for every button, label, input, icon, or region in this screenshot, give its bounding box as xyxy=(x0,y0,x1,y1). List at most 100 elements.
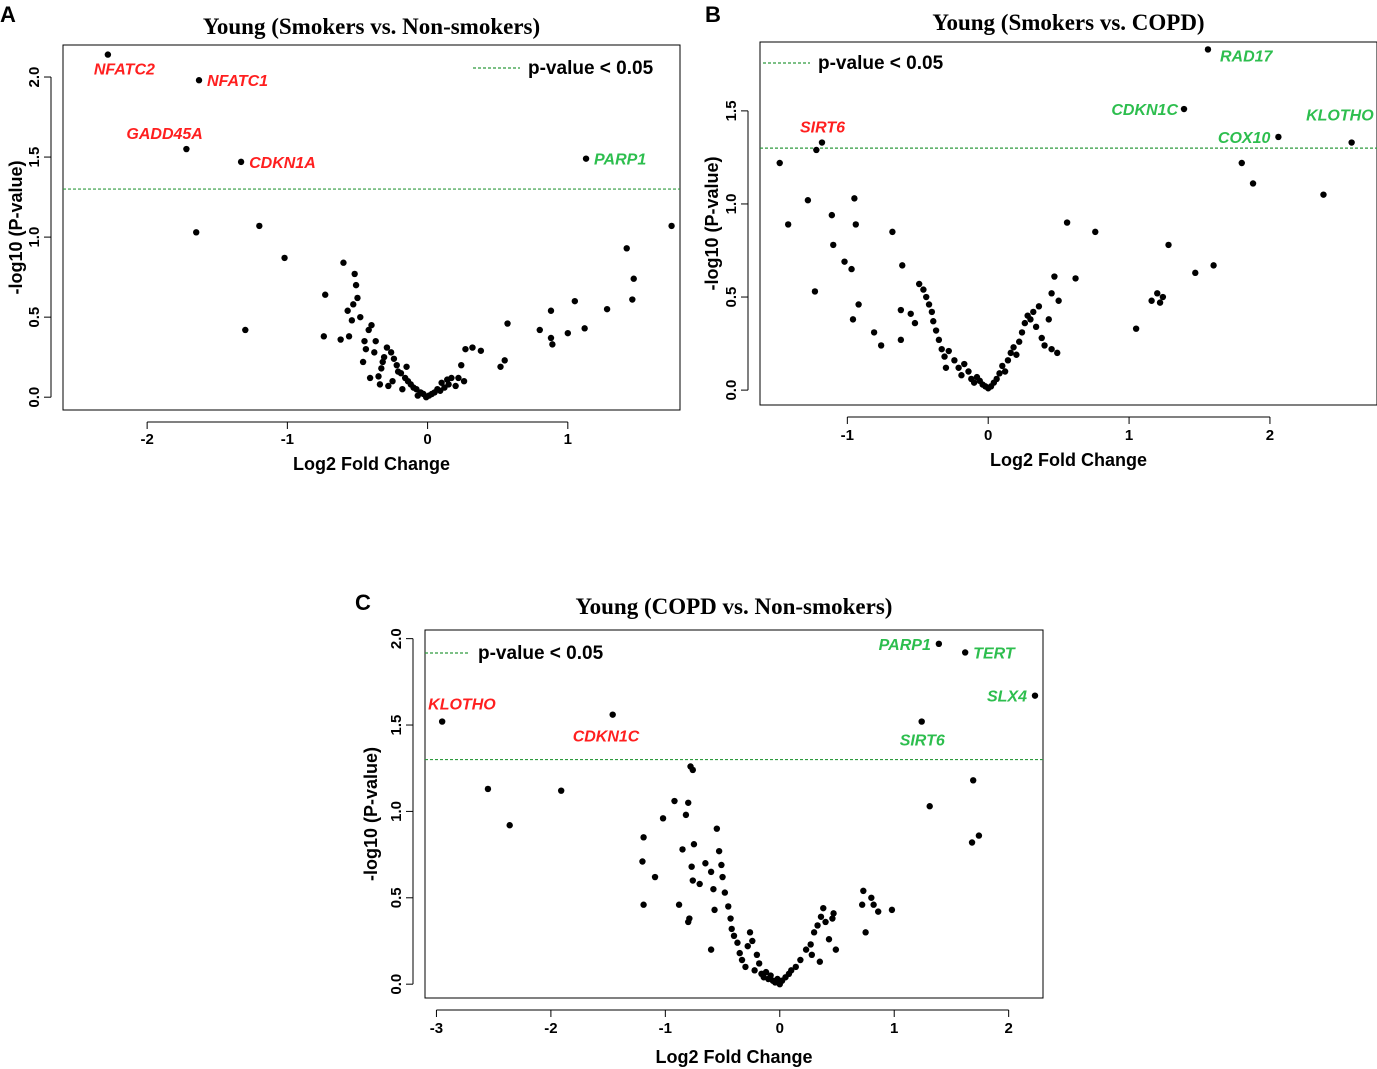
gene-label: GADD45A xyxy=(126,126,202,143)
data-point xyxy=(811,288,819,295)
y-axis-label: -log10 (P-value) xyxy=(702,156,722,290)
data-point xyxy=(1275,133,1282,141)
data-point xyxy=(350,301,357,308)
data-point xyxy=(557,787,565,794)
data-point xyxy=(603,305,611,313)
data-point xyxy=(497,363,504,370)
x-tick-label: -2 xyxy=(544,1020,557,1037)
data-point xyxy=(193,229,200,236)
data-point xyxy=(727,915,734,922)
data-point xyxy=(389,377,396,385)
gene-label: PARP1 xyxy=(879,637,931,654)
y-tick-label: 1.0 xyxy=(388,801,405,822)
data-point xyxy=(820,904,827,912)
data-point xyxy=(955,364,962,371)
x-tick-label: 1 xyxy=(890,1020,898,1037)
data-point xyxy=(993,375,1000,383)
x-axis-label: Log2 Fold Change xyxy=(293,454,450,474)
data-point xyxy=(547,307,555,314)
x-tick-label: 1 xyxy=(1125,427,1133,444)
plot-title: Young (COPD vs. Non-smokers) xyxy=(576,594,893,619)
data-point xyxy=(1038,334,1045,342)
x-tick-label: -1 xyxy=(281,431,294,448)
data-point xyxy=(832,946,840,953)
data-point xyxy=(685,918,692,926)
legend-label: p-value < 0.05 xyxy=(818,53,944,74)
gene-label: SIRT6 xyxy=(900,733,945,750)
x-tick-label: -1 xyxy=(841,427,854,444)
y-axis-label: -log10 (P-value) xyxy=(6,160,26,294)
y-tick-label: 0.0 xyxy=(26,387,43,408)
data-point xyxy=(651,873,659,881)
data-point xyxy=(711,906,718,914)
data-point xyxy=(718,861,725,869)
data-point xyxy=(501,357,508,364)
gene-label: KLOTHO xyxy=(428,697,496,714)
data-point xyxy=(961,360,968,368)
data-point xyxy=(359,358,367,366)
data-point xyxy=(549,341,556,348)
data-point xyxy=(897,306,905,314)
data-point xyxy=(767,972,774,979)
data-point xyxy=(536,326,543,334)
data-point xyxy=(970,379,978,386)
data-point xyxy=(237,158,245,166)
data-point xyxy=(682,811,690,819)
data-point xyxy=(877,342,885,349)
data-point xyxy=(337,336,344,343)
data-point xyxy=(1032,323,1040,331)
data-point xyxy=(1048,290,1055,297)
data-point xyxy=(320,333,328,340)
y-tick-label: 1.0 xyxy=(723,194,740,215)
data-point xyxy=(730,932,738,940)
data-point xyxy=(104,51,112,58)
data-point xyxy=(383,344,391,351)
y-tick-label: 1.0 xyxy=(26,227,43,248)
data-point xyxy=(1021,319,1029,327)
data-point xyxy=(999,362,1006,370)
data-point xyxy=(393,361,400,369)
y-tick-label: 0.5 xyxy=(388,887,405,908)
data-point xyxy=(841,258,848,265)
data-point xyxy=(807,941,814,948)
data-point xyxy=(814,922,821,929)
data-point xyxy=(822,918,829,926)
data-point xyxy=(1013,351,1020,358)
data-point xyxy=(965,368,972,375)
data-point xyxy=(376,381,384,388)
data-point xyxy=(975,832,983,839)
data-point xyxy=(721,889,729,896)
data-point xyxy=(784,221,792,228)
data-point xyxy=(256,222,263,230)
data-point xyxy=(639,858,646,865)
data-point xyxy=(379,358,386,366)
data-point xyxy=(571,297,579,305)
data-point xyxy=(702,860,709,867)
data-point xyxy=(394,368,402,375)
data-point xyxy=(816,958,824,965)
data-point xyxy=(401,374,409,382)
y-tick-label: 1.5 xyxy=(388,715,405,736)
gene-label: CDKN1C xyxy=(573,729,640,746)
data-point xyxy=(813,146,820,154)
plot-frame xyxy=(424,629,1044,999)
data-point xyxy=(753,951,761,959)
y-tick-label: 1.5 xyxy=(26,147,43,168)
y-tick-label: 0.5 xyxy=(26,307,43,328)
data-point xyxy=(1031,692,1039,699)
data-point xyxy=(941,353,948,360)
data-point xyxy=(719,873,726,881)
data-point xyxy=(736,949,743,957)
data-point xyxy=(322,291,329,298)
data-point xyxy=(788,967,795,974)
data-point xyxy=(860,887,867,895)
data-point xyxy=(1320,191,1327,198)
data-point xyxy=(855,301,862,308)
data-point xyxy=(1238,159,1245,167)
data-point xyxy=(458,361,465,369)
data-point xyxy=(345,333,353,340)
data-point xyxy=(875,908,882,915)
data-point xyxy=(609,711,616,718)
data-point xyxy=(438,718,446,725)
x-axis-label: Log2 Fold Change xyxy=(656,1047,813,1067)
